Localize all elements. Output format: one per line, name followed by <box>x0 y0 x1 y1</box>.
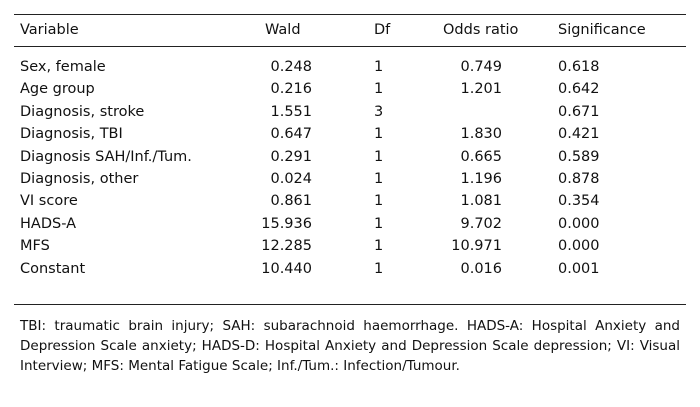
odds-ratio-cell: 0.749 <box>460 59 502 75</box>
header-significance: Significance <box>558 22 646 38</box>
odds-ratio-cell: 1.201 <box>460 81 502 98</box>
significance-cell: 0.589 <box>558 148 600 165</box>
variable-cell: Diagnosis, TBI <box>20 126 123 143</box>
odds-ratio-cell: 0.016 <box>460 260 502 277</box>
wald-cell: 0.024 <box>270 171 312 187</box>
df-cell: 3 <box>374 103 384 120</box>
header-df: Df <box>374 22 391 38</box>
top-rule <box>14 14 686 15</box>
wald-cell: 15.936 <box>261 215 312 232</box>
df-cell: 1 <box>374 59 384 75</box>
variable-cell: Age group <box>20 81 95 98</box>
variable-cell: MFS <box>20 238 50 255</box>
variable-cell: Diagnosis SAH/Inf./Tum. <box>20 148 192 165</box>
significance-cell: 0.001 <box>558 260 600 277</box>
significance-cell: 0.642 <box>558 81 600 98</box>
df-cell: 1 <box>374 126 384 143</box>
significance-cell: 0.354 <box>558 193 600 210</box>
odds-ratio-cell: 1.830 <box>460 126 502 143</box>
significance-cell: 0.000 <box>558 215 600 232</box>
df-cell: 1 <box>374 193 384 210</box>
significance-cell: 0.421 <box>558 126 600 143</box>
odds-ratio-cell: 0.665 <box>460 148 502 165</box>
odds-ratio-cell: 9.702 <box>460 215 502 232</box>
odds-ratio-cell: 1.196 <box>460 171 502 187</box>
header-rule <box>14 46 686 47</box>
wald-cell: 12.285 <box>261 238 312 255</box>
significance-cell: 0.878 <box>558 171 600 187</box>
wald-cell: 0.861 <box>270 193 312 210</box>
wald-cell: 1.551 <box>270 103 312 120</box>
df-cell: 1 <box>374 238 384 255</box>
variable-cell: Constant <box>20 260 86 277</box>
odds-ratio-cell: 1.081 <box>460 193 502 210</box>
significance-cell: 0.671 <box>558 103 600 120</box>
df-cell: 1 <box>374 148 384 165</box>
variable-cell: HADS-A <box>20 215 77 232</box>
df-cell: 1 <box>374 215 384 232</box>
wald-cell: 0.248 <box>270 59 312 75</box>
header-variable: Variable <box>20 22 79 38</box>
df-cell: 1 <box>374 81 384 98</box>
wald-cell: 0.291 <box>270 148 312 165</box>
variable-cell: Diagnosis, other <box>20 171 139 187</box>
variable-cell: VI score <box>20 193 78 210</box>
wald-cell: 0.216 <box>270 81 312 98</box>
odds-ratio-cell: 10.971 <box>451 238 502 255</box>
footnote: TBI: traumatic brain injury; SAH: subara… <box>20 318 680 374</box>
variable-cell: Sex, female <box>20 59 106 75</box>
variable-cell: Diagnosis, stroke <box>20 103 145 120</box>
df-cell: 1 <box>374 171 384 187</box>
header-wald: Wald <box>265 22 301 38</box>
wald-cell: 10.440 <box>261 260 312 277</box>
significance-cell: 0.000 <box>558 238 600 255</box>
significance-cell: 0.618 <box>558 59 600 75</box>
wald-cell: 0.647 <box>270 126 312 143</box>
df-cell: 1 <box>374 260 384 277</box>
header-odds-ratio: Odds ratio <box>443 22 519 38</box>
bottom-rule <box>14 304 686 305</box>
